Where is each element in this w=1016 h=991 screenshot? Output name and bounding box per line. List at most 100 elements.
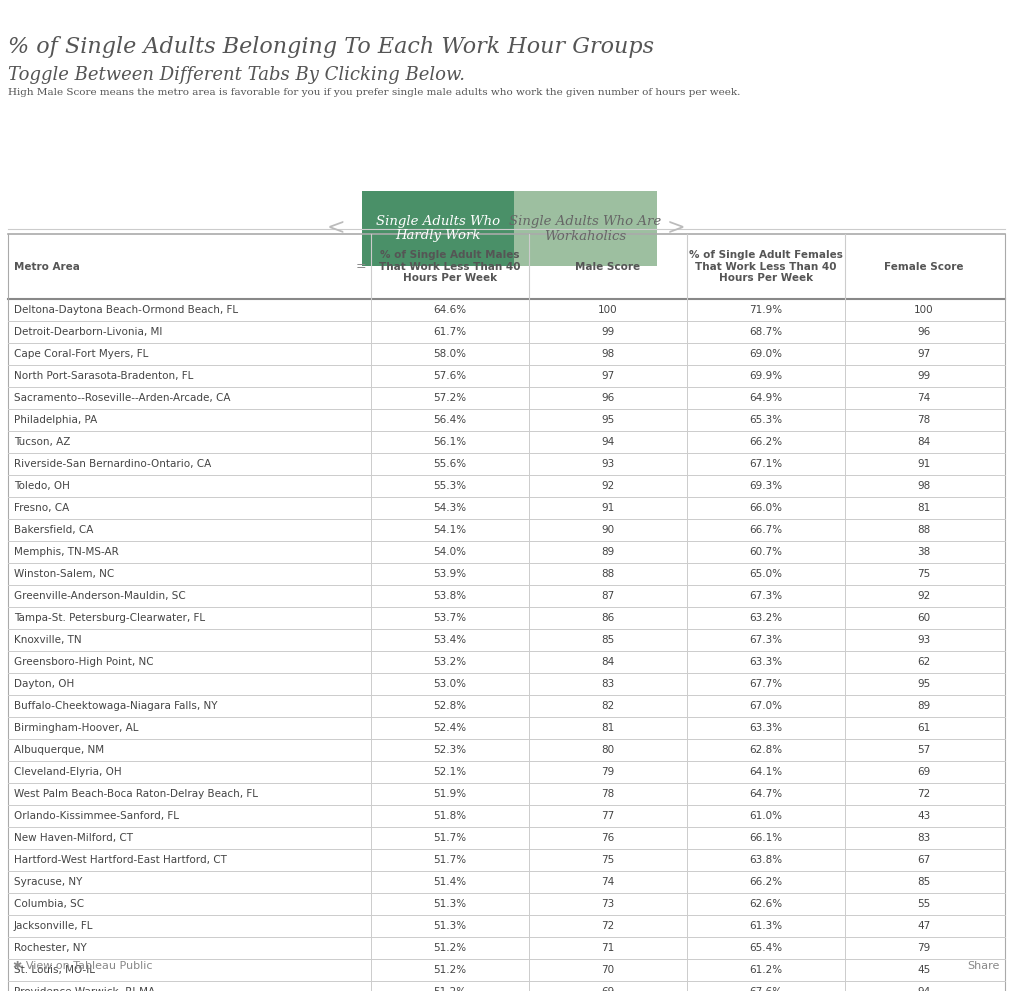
Text: 38: 38 <box>917 547 931 557</box>
Text: 61.0%: 61.0% <box>750 811 782 821</box>
Text: Female Score: Female Score <box>884 262 964 272</box>
Text: 52.3%: 52.3% <box>434 745 466 755</box>
Text: Toggle Between Different Tabs By Clicking Below.: Toggle Between Different Tabs By Clickin… <box>8 66 465 84</box>
Text: 61.7%: 61.7% <box>434 327 466 337</box>
Bar <box>514 191 657 266</box>
Text: 82: 82 <box>601 701 615 711</box>
Text: 99: 99 <box>601 327 615 337</box>
Text: Dayton, OH: Dayton, OH <box>14 679 74 689</box>
Text: 93: 93 <box>917 635 931 645</box>
Text: 54.0%: 54.0% <box>434 547 466 557</box>
Text: 99: 99 <box>917 371 931 381</box>
Text: 78: 78 <box>917 415 931 425</box>
Text: 56.4%: 56.4% <box>434 415 466 425</box>
Text: 77: 77 <box>601 811 615 821</box>
Text: Birmingham-Hoover, AL: Birmingham-Hoover, AL <box>14 723 138 733</box>
Text: Male Score: Male Score <box>575 262 640 272</box>
Text: 67: 67 <box>917 855 931 865</box>
Text: 65.3%: 65.3% <box>750 415 782 425</box>
Text: 54.3%: 54.3% <box>434 503 466 513</box>
Text: 67.3%: 67.3% <box>750 635 782 645</box>
Text: Philadelphia, PA: Philadelphia, PA <box>14 415 98 425</box>
Text: 80: 80 <box>601 745 615 755</box>
Text: 63.3%: 63.3% <box>750 723 782 733</box>
Text: 85: 85 <box>601 635 615 645</box>
Text: 91: 91 <box>917 459 931 469</box>
Text: Riverside-San Bernardino-Ontario, CA: Riverside-San Bernardino-Ontario, CA <box>14 459 211 469</box>
Text: 95: 95 <box>601 415 615 425</box>
Text: 65.4%: 65.4% <box>750 943 782 953</box>
Text: 61.2%: 61.2% <box>750 965 782 975</box>
Text: 76: 76 <box>601 833 615 843</box>
Text: 45: 45 <box>917 965 931 975</box>
Text: 84: 84 <box>601 657 615 667</box>
Text: 81: 81 <box>917 503 931 513</box>
Text: Jacksonville, FL: Jacksonville, FL <box>14 921 93 931</box>
Text: 63.2%: 63.2% <box>750 613 782 623</box>
Text: 64.6%: 64.6% <box>434 305 466 315</box>
Text: 57.6%: 57.6% <box>434 371 466 381</box>
Text: 53.8%: 53.8% <box>434 591 466 601</box>
Text: 71: 71 <box>601 943 615 953</box>
Text: High Male Score means the metro area is favorable for you if you prefer single m: High Male Score means the metro area is … <box>8 88 741 97</box>
Text: 53.7%: 53.7% <box>434 613 466 623</box>
Text: 75: 75 <box>601 855 615 865</box>
Text: 83: 83 <box>601 679 615 689</box>
Text: 51.7%: 51.7% <box>434 855 466 865</box>
Text: 69: 69 <box>917 767 931 777</box>
Text: 43: 43 <box>917 811 931 821</box>
Text: 67.7%: 67.7% <box>750 679 782 689</box>
Text: Providence-Warwick, RI-MA: Providence-Warwick, RI-MA <box>14 987 155 991</box>
Text: 54.1%: 54.1% <box>434 525 466 535</box>
Text: Albuquerque, NM: Albuquerque, NM <box>14 745 104 755</box>
Text: Single Adults Who
Hardly Work: Single Adults Who Hardly Work <box>376 214 500 243</box>
Text: 81: 81 <box>601 723 615 733</box>
Text: 69.3%: 69.3% <box>750 481 782 491</box>
Text: 62: 62 <box>917 657 931 667</box>
Text: 51.4%: 51.4% <box>434 877 466 887</box>
Text: 71.9%: 71.9% <box>750 305 782 315</box>
Text: 63.3%: 63.3% <box>750 657 782 667</box>
Text: Syracuse, NY: Syracuse, NY <box>14 877 82 887</box>
Text: 96: 96 <box>601 393 615 403</box>
Text: Single Adults Who Are
Workaholics: Single Adults Who Are Workaholics <box>509 214 661 243</box>
Text: 73: 73 <box>601 899 615 909</box>
Text: 57.2%: 57.2% <box>434 393 466 403</box>
Text: 52.4%: 52.4% <box>434 723 466 733</box>
Text: 100: 100 <box>914 305 934 315</box>
Text: 74: 74 <box>917 393 931 403</box>
Text: 89: 89 <box>917 701 931 711</box>
Text: 51.3%: 51.3% <box>434 899 466 909</box>
Text: Tucson, AZ: Tucson, AZ <box>14 437 70 447</box>
Text: 56.1%: 56.1% <box>434 437 466 447</box>
Text: Memphis, TN-MS-AR: Memphis, TN-MS-AR <box>14 547 119 557</box>
Text: 88: 88 <box>917 525 931 535</box>
Text: 85: 85 <box>917 877 931 887</box>
Text: % of Single Adults Belonging To Each Work Hour Groups: % of Single Adults Belonging To Each Wor… <box>8 36 654 58</box>
Text: 69.9%: 69.9% <box>750 371 782 381</box>
Text: 87: 87 <box>601 591 615 601</box>
Text: 66.1%: 66.1% <box>750 833 782 843</box>
Text: 96: 96 <box>917 327 931 337</box>
Text: Hartford-West Hartford-East Hartford, CT: Hartford-West Hartford-East Hartford, CT <box>14 855 227 865</box>
Text: ✱ View on Tableau Public: ✱ View on Tableau Public <box>13 961 152 971</box>
Text: <: < <box>327 217 345 240</box>
Text: 79: 79 <box>917 943 931 953</box>
Text: Toledo, OH: Toledo, OH <box>14 481 70 491</box>
Text: 51.8%: 51.8% <box>434 811 466 821</box>
Text: 86: 86 <box>601 613 615 623</box>
Text: 67.3%: 67.3% <box>750 591 782 601</box>
Text: Rochester, NY: Rochester, NY <box>14 943 86 953</box>
Text: 74: 74 <box>601 877 615 887</box>
Text: 67.6%: 67.6% <box>750 987 782 991</box>
Text: 62.6%: 62.6% <box>750 899 782 909</box>
Text: 98: 98 <box>917 481 931 491</box>
Text: West Palm Beach-Boca Raton-Delray Beach, FL: West Palm Beach-Boca Raton-Delray Beach,… <box>14 789 258 799</box>
Text: 100: 100 <box>598 305 618 315</box>
Text: 51.2%: 51.2% <box>434 943 466 953</box>
Text: 51.7%: 51.7% <box>434 833 466 843</box>
Text: 65.0%: 65.0% <box>750 569 782 579</box>
Text: 57: 57 <box>917 745 931 755</box>
Text: 53.0%: 53.0% <box>434 679 466 689</box>
Text: Detroit-Dearborn-Livonia, MI: Detroit-Dearborn-Livonia, MI <box>14 327 163 337</box>
